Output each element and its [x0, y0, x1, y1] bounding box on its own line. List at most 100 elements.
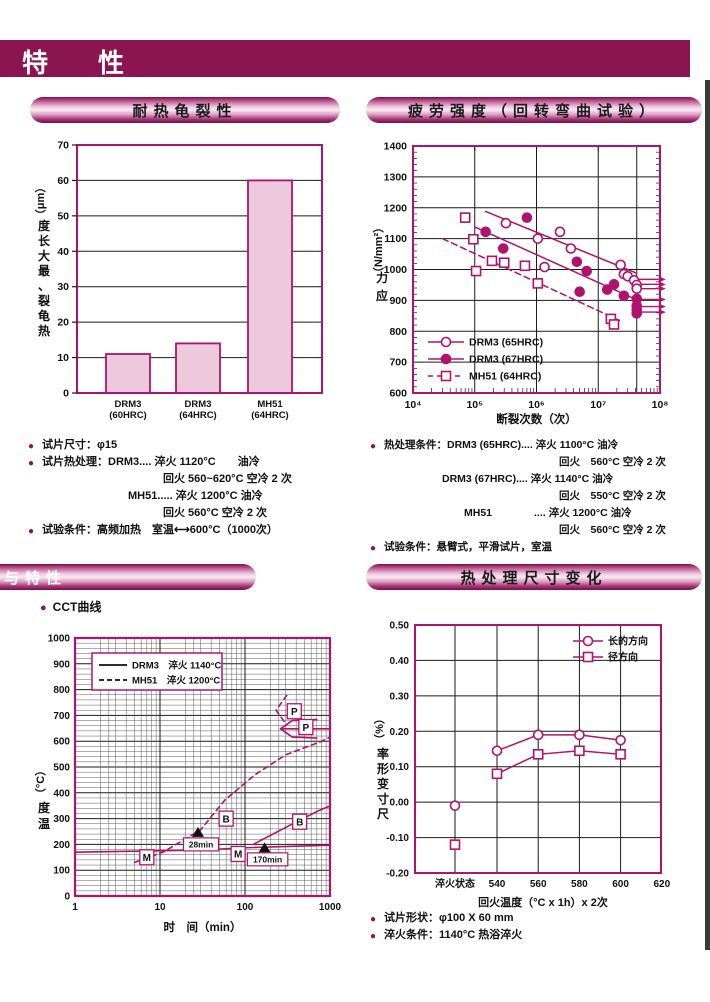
legend-marker [582, 651, 594, 663]
data-point [459, 212, 471, 223]
y-tick-label: 800 [53, 685, 70, 696]
section-header-fatigue: 疲劳强度（回转弯曲试验） [366, 97, 702, 123]
cct-curve-mh51 [275, 694, 288, 725]
x-axis-title: 时 间（min） [164, 920, 242, 934]
y-axis-label-char: 度 [38, 218, 51, 233]
phase-label: B [223, 814, 230, 825]
note-text: 淬火条件：1140°C 热浴淬火 [384, 929, 523, 941]
data-point [486, 255, 498, 267]
legend-label: 径方向 [608, 651, 638, 664]
y-axis-label-char: 变 [377, 776, 389, 791]
data-point [470, 265, 482, 277]
x-tick-label: 淬火状态 [435, 877, 475, 890]
y-axis-label-char: 力 [376, 270, 388, 285]
y-axis-label-char: 大 [38, 248, 50, 263]
phase-label-box [298, 718, 314, 736]
x-category-label: DRM3 [185, 399, 212, 410]
data-point [500, 217, 512, 229]
time-marker-triangle [192, 826, 205, 837]
data-point [480, 226, 491, 238]
data-point [491, 745, 503, 757]
series-line [496, 750, 622, 775]
data-point [532, 749, 544, 760]
x-tick-label: 620 [653, 879, 670, 890]
data-point [532, 729, 544, 741]
note-line: ● 热处理条件：DRM3 (65HRC).... 淬火 1100°C 油冷 [370, 437, 705, 454]
phase-label: P [291, 707, 298, 718]
dimension-notes: ● 试片形状：φ100 X 60 mm ● 淬火条件：1140°C 热浴淬火 [370, 910, 705, 944]
note-line: 回火 560°C 空冷 2 次 [370, 454, 705, 471]
series-line [496, 734, 622, 752]
phase-label-box [230, 845, 246, 863]
y-axis-label-unit: （N/mm²） [372, 222, 385, 278]
x-tick-label: 560 [530, 879, 547, 890]
time-marker-label: 170min [253, 855, 282, 865]
time-marker-triangle [258, 842, 271, 853]
legend-label: MH51 淬火 1200°C [132, 675, 220, 687]
heat-crack-chart: 010203040506070DRM3(60HRC)DRM3(64HRC)MH5… [34, 140, 323, 421]
runout-arrowhead [658, 309, 666, 316]
y-axis-label-char: 率 [377, 746, 389, 761]
data-point [574, 729, 585, 741]
note-text: MH51 .... 淬火 1200°C 油冷 [464, 507, 632, 519]
data-point [615, 734, 626, 746]
y-tick-label: 0.50 [390, 621, 410, 632]
data-point [601, 284, 613, 295]
y-axis-label-char: 度 [38, 800, 51, 815]
runout-arrowhead [658, 296, 666, 303]
section-header-structure: 与特性 [0, 564, 256, 590]
phase-label-box [139, 849, 155, 866]
legend-label: DRM3 (65HRC) [469, 337, 543, 349]
y-tick-label: 600 [53, 737, 70, 748]
trend-line [441, 237, 621, 322]
y-axis-label-char: 龟 [38, 308, 50, 323]
data-point [532, 278, 544, 289]
note-text: 回火 550°C 空冷 2 次 [559, 490, 666, 502]
phase-label: P [303, 723, 310, 734]
data-point [571, 256, 583, 268]
note-text: 试片尺寸：φ15 [42, 439, 118, 451]
x-tick-label: 100 [237, 902, 254, 913]
data-point [618, 290, 630, 302]
note-text: 试片热处理：DRM3.... 淬火 1120°C 油冷 [42, 456, 260, 468]
note-line: ● 试片热处理：DRM3.... 淬火 1120°C 油冷 [28, 454, 358, 471]
section-title-fatigue: 疲劳强度（回转弯曲试验） [407, 102, 660, 120]
note-text: 热处理条件：DRM3 (65HRC).... 淬火 1100°C 油冷 [384, 439, 619, 451]
y-tick-label: 700 [389, 357, 407, 369]
data-point [615, 259, 626, 271]
y-tick-label: 500 [53, 763, 70, 774]
y-tick-label: 1300 [384, 171, 408, 183]
bar [175, 342, 221, 394]
plot-frame [414, 624, 662, 874]
fatigue-notes: ● 热处理条件：DRM3 (65HRC).... 淬火 1100°C 油冷回火 5… [370, 437, 705, 556]
cct-curve-mh51 [133, 736, 331, 864]
legend-marker [440, 370, 452, 382]
legend-label: DRM3 淬火 1140°C [132, 660, 221, 672]
plot-frame [73, 636, 332, 898]
page-edge-shadow [705, 80, 710, 950]
page-title: 特 性 [22, 48, 137, 78]
y-tick-label: 0.30 [390, 691, 410, 702]
y-tick-label: 0.40 [390, 656, 410, 667]
note-line: 回火 560°C 空冷 2 次 [28, 505, 358, 522]
x-tick-label: 10⁶ [528, 399, 545, 411]
bullet-icon: ● [370, 441, 377, 452]
bullet-icon: ● [40, 602, 47, 614]
y-axis-label-char: 形 [377, 762, 389, 776]
bullet-icon: ● [28, 441, 35, 452]
note-line: ● 试验条件：悬臂式，平滑试片，室温 [370, 539, 705, 556]
quench-point [449, 839, 461, 850]
y-axis-label-char: 、 [38, 279, 50, 293]
y-tick-label: 1200 [384, 202, 408, 214]
data-point [554, 226, 566, 238]
note-line: ● 试片形状：φ100 X 60 mm [370, 910, 705, 927]
page-header-band: 特 性 [0, 40, 690, 78]
note-line: MH51 .... 淬火 1200°C 油冷 [370, 505, 705, 522]
section-title-structure: 与特性 [4, 569, 68, 587]
plot-frame [412, 145, 661, 394]
note-text: DRM3 (67HRC).... 淬火 1140°C 油冷 [442, 473, 614, 485]
y-tick-label: 0.10 [390, 762, 410, 773]
y-tick-label: 50 [57, 210, 69, 222]
cct-curve-label: CCT曲线 [52, 600, 102, 614]
